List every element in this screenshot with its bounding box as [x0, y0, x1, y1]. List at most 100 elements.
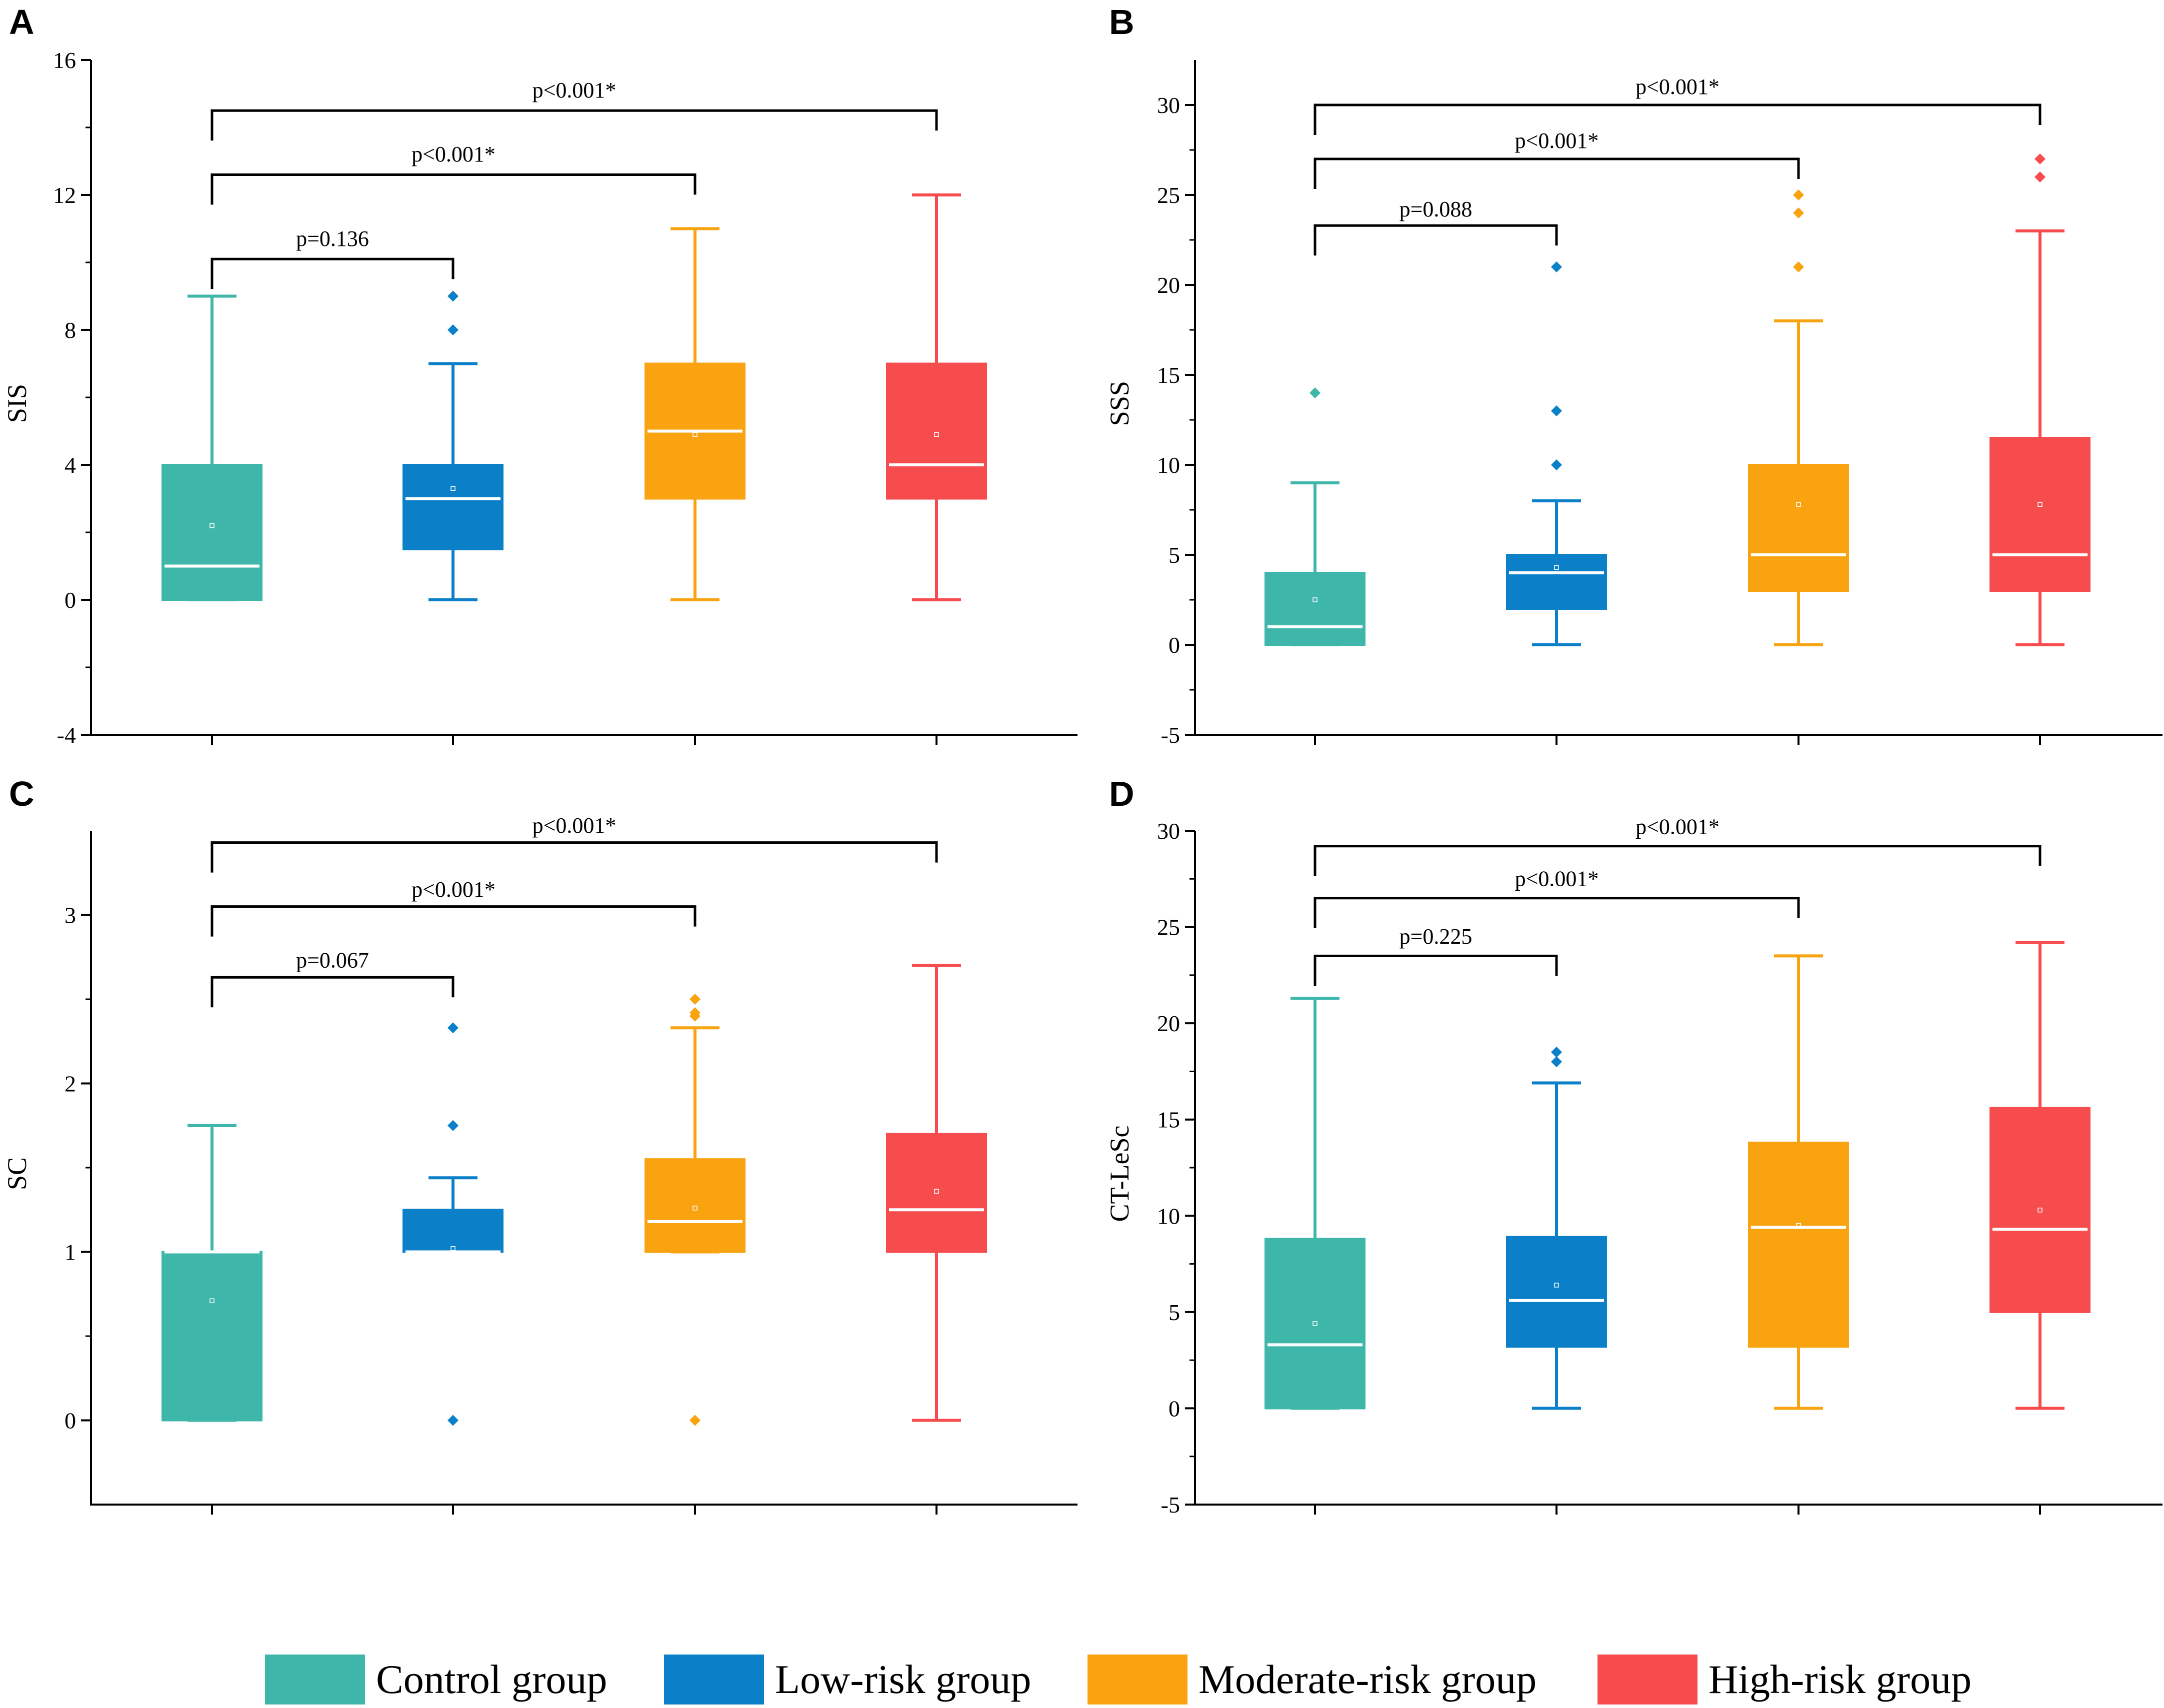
iqr-box — [886, 1133, 987, 1253]
y-axis-label: SIS — [2, 384, 32, 423]
outlier-point — [448, 1120, 458, 1131]
mean-marker — [934, 432, 939, 437]
box-control-group — [162, 294, 262, 601]
y-tick-label: 10 — [1157, 1203, 1180, 1229]
box-moderate-risk-group — [1748, 954, 1849, 1410]
p-value-label: p=0.067 — [296, 948, 369, 972]
box-moderate-risk-group — [644, 994, 746, 1426]
y-tick-label: 12 — [53, 182, 76, 208]
legend-swatch-moderate-risk — [1088, 1655, 1188, 1705]
box-low-risk-group — [402, 1022, 504, 1426]
panel-label: C — [9, 774, 34, 813]
bracket-line — [1314, 954, 1558, 986]
outlier-point — [690, 994, 700, 1005]
outlier-point — [448, 290, 458, 302]
bracket-line — [1314, 897, 1800, 928]
iqr-box — [402, 464, 504, 550]
outlier-point — [1551, 405, 1562, 416]
iqr-box — [1990, 437, 2090, 592]
significance-bracket: p=0.067 — [210, 948, 454, 1008]
p-value-label: p<0.001* — [1515, 128, 1599, 153]
box-moderate-risk-group — [644, 227, 746, 601]
iqr-box — [162, 464, 262, 601]
outlier-point — [1551, 459, 1562, 470]
y-tick-label: 10 — [1157, 452, 1180, 478]
y-tick-label: 25 — [1157, 915, 1180, 940]
box-high-risk-group — [886, 964, 987, 1422]
bracket-line — [210, 905, 696, 937]
iqr-box — [1990, 1107, 2090, 1313]
outlier-point — [1551, 1056, 1562, 1068]
panel-c: C 0 1 2 3 SC p=0.067 p<0.001* p<0.001* — [2, 774, 1078, 1515]
legend-label-moderate-risk: Moderate-risk group — [1198, 1657, 1537, 1702]
y-axis-label: CT-LeSc — [1104, 1126, 1134, 1222]
iqr-box — [1264, 572, 1366, 646]
p-value-label: p<0.001* — [532, 78, 616, 102]
box-high-risk-group — [1990, 941, 2090, 1410]
y-tick-label: 5 — [1168, 1300, 1180, 1325]
legend-label-control: Control group — [376, 1657, 608, 1702]
significance-bracket: p<0.001* — [1314, 74, 2042, 135]
p-value-label: p<0.001* — [1636, 814, 1720, 839]
significance-bracket: p<0.001* — [1314, 866, 1800, 928]
outlier-point — [448, 1415, 458, 1426]
iqr-box — [1748, 464, 1849, 592]
legend-item-moderate-risk: Moderate-risk group — [1088, 1655, 1536, 1705]
y-tick-label: 30 — [1157, 92, 1180, 118]
mean-marker — [450, 1246, 456, 1251]
mean-marker — [1796, 502, 1801, 507]
bracket-line — [210, 109, 938, 141]
mean-marker — [1796, 1223, 1801, 1228]
mean-marker — [2038, 502, 2042, 507]
bracket-line — [210, 257, 454, 289]
significance-bracket: p=0.225 — [1314, 924, 1558, 986]
outlier-point — [2034, 153, 2046, 164]
y-tick-label: 8 — [64, 317, 76, 343]
panel-label: B — [1109, 2, 1134, 41]
y-tick-label: 5 — [1168, 542, 1180, 568]
box-high-risk-group — [1990, 153, 2090, 646]
legend-swatch-low-risk — [664, 1655, 764, 1705]
legend: Control group Low-risk group Moderate-ri… — [0, 1645, 2164, 1705]
box-control-group — [1264, 997, 1366, 1410]
legend-item-control: Control group — [265, 1655, 607, 1705]
significance-bracket: p<0.001* — [210, 142, 696, 205]
mean-marker — [934, 1189, 939, 1194]
significance-bracket: p<0.001* — [210, 813, 938, 873]
outlier-point — [1310, 387, 1320, 398]
p-value-label: p<0.001* — [412, 142, 496, 166]
y-axis-label: SSS — [1104, 381, 1134, 426]
mean-marker — [1312, 1321, 1318, 1326]
y-axis-label: SC — [2, 1157, 32, 1190]
y-tick-label: 2 — [64, 1071, 76, 1097]
significance-bracket: p<0.001* — [210, 877, 696, 937]
legend-item-high-risk: High-risk group — [1598, 1655, 1972, 1705]
p-value-label: p=0.088 — [1400, 197, 1472, 221]
outlier-point — [1551, 1046, 1562, 1058]
mean-marker — [1554, 1283, 1559, 1288]
panel-d: D -5 0 5 10 15 20 25 30 CT-LeSc p=0.225 p<0.001* p<0… — [1104, 774, 2162, 1518]
bracket-line — [1314, 103, 2042, 135]
iqr-box — [886, 362, 987, 500]
bracket-line — [210, 841, 938, 873]
y-tick-label: 20 — [1157, 272, 1180, 298]
bracket-line — [210, 976, 454, 1008]
significance-bracket: p<0.001* — [210, 78, 938, 141]
y-tick-label: -5 — [1161, 1492, 1180, 1518]
y-tick-label: 4 — [64, 452, 76, 478]
mean-marker — [2038, 1207, 2042, 1213]
y-tick-label: 15 — [1157, 1107, 1180, 1133]
iqr-box — [644, 1158, 746, 1253]
iqr-box — [1748, 1141, 1849, 1348]
significance-bracket: p=0.088 — [1314, 197, 1558, 256]
box-low-risk-group — [402, 290, 504, 601]
bracket-line — [1314, 224, 1558, 256]
significance-bracket: p<0.001* — [1314, 814, 2042, 876]
panel-b: B -5 0 5 10 15 20 25 30 SSS p=0.088 p<0.001* p<0.001… — [1104, 2, 2162, 748]
y-tick-label: 0 — [64, 1408, 76, 1434]
outlier-point — [1793, 189, 1804, 200]
box-control-group — [1264, 387, 1366, 646]
outlier-point — [2034, 171, 2046, 182]
y-tick-label: 1 — [64, 1240, 76, 1265]
